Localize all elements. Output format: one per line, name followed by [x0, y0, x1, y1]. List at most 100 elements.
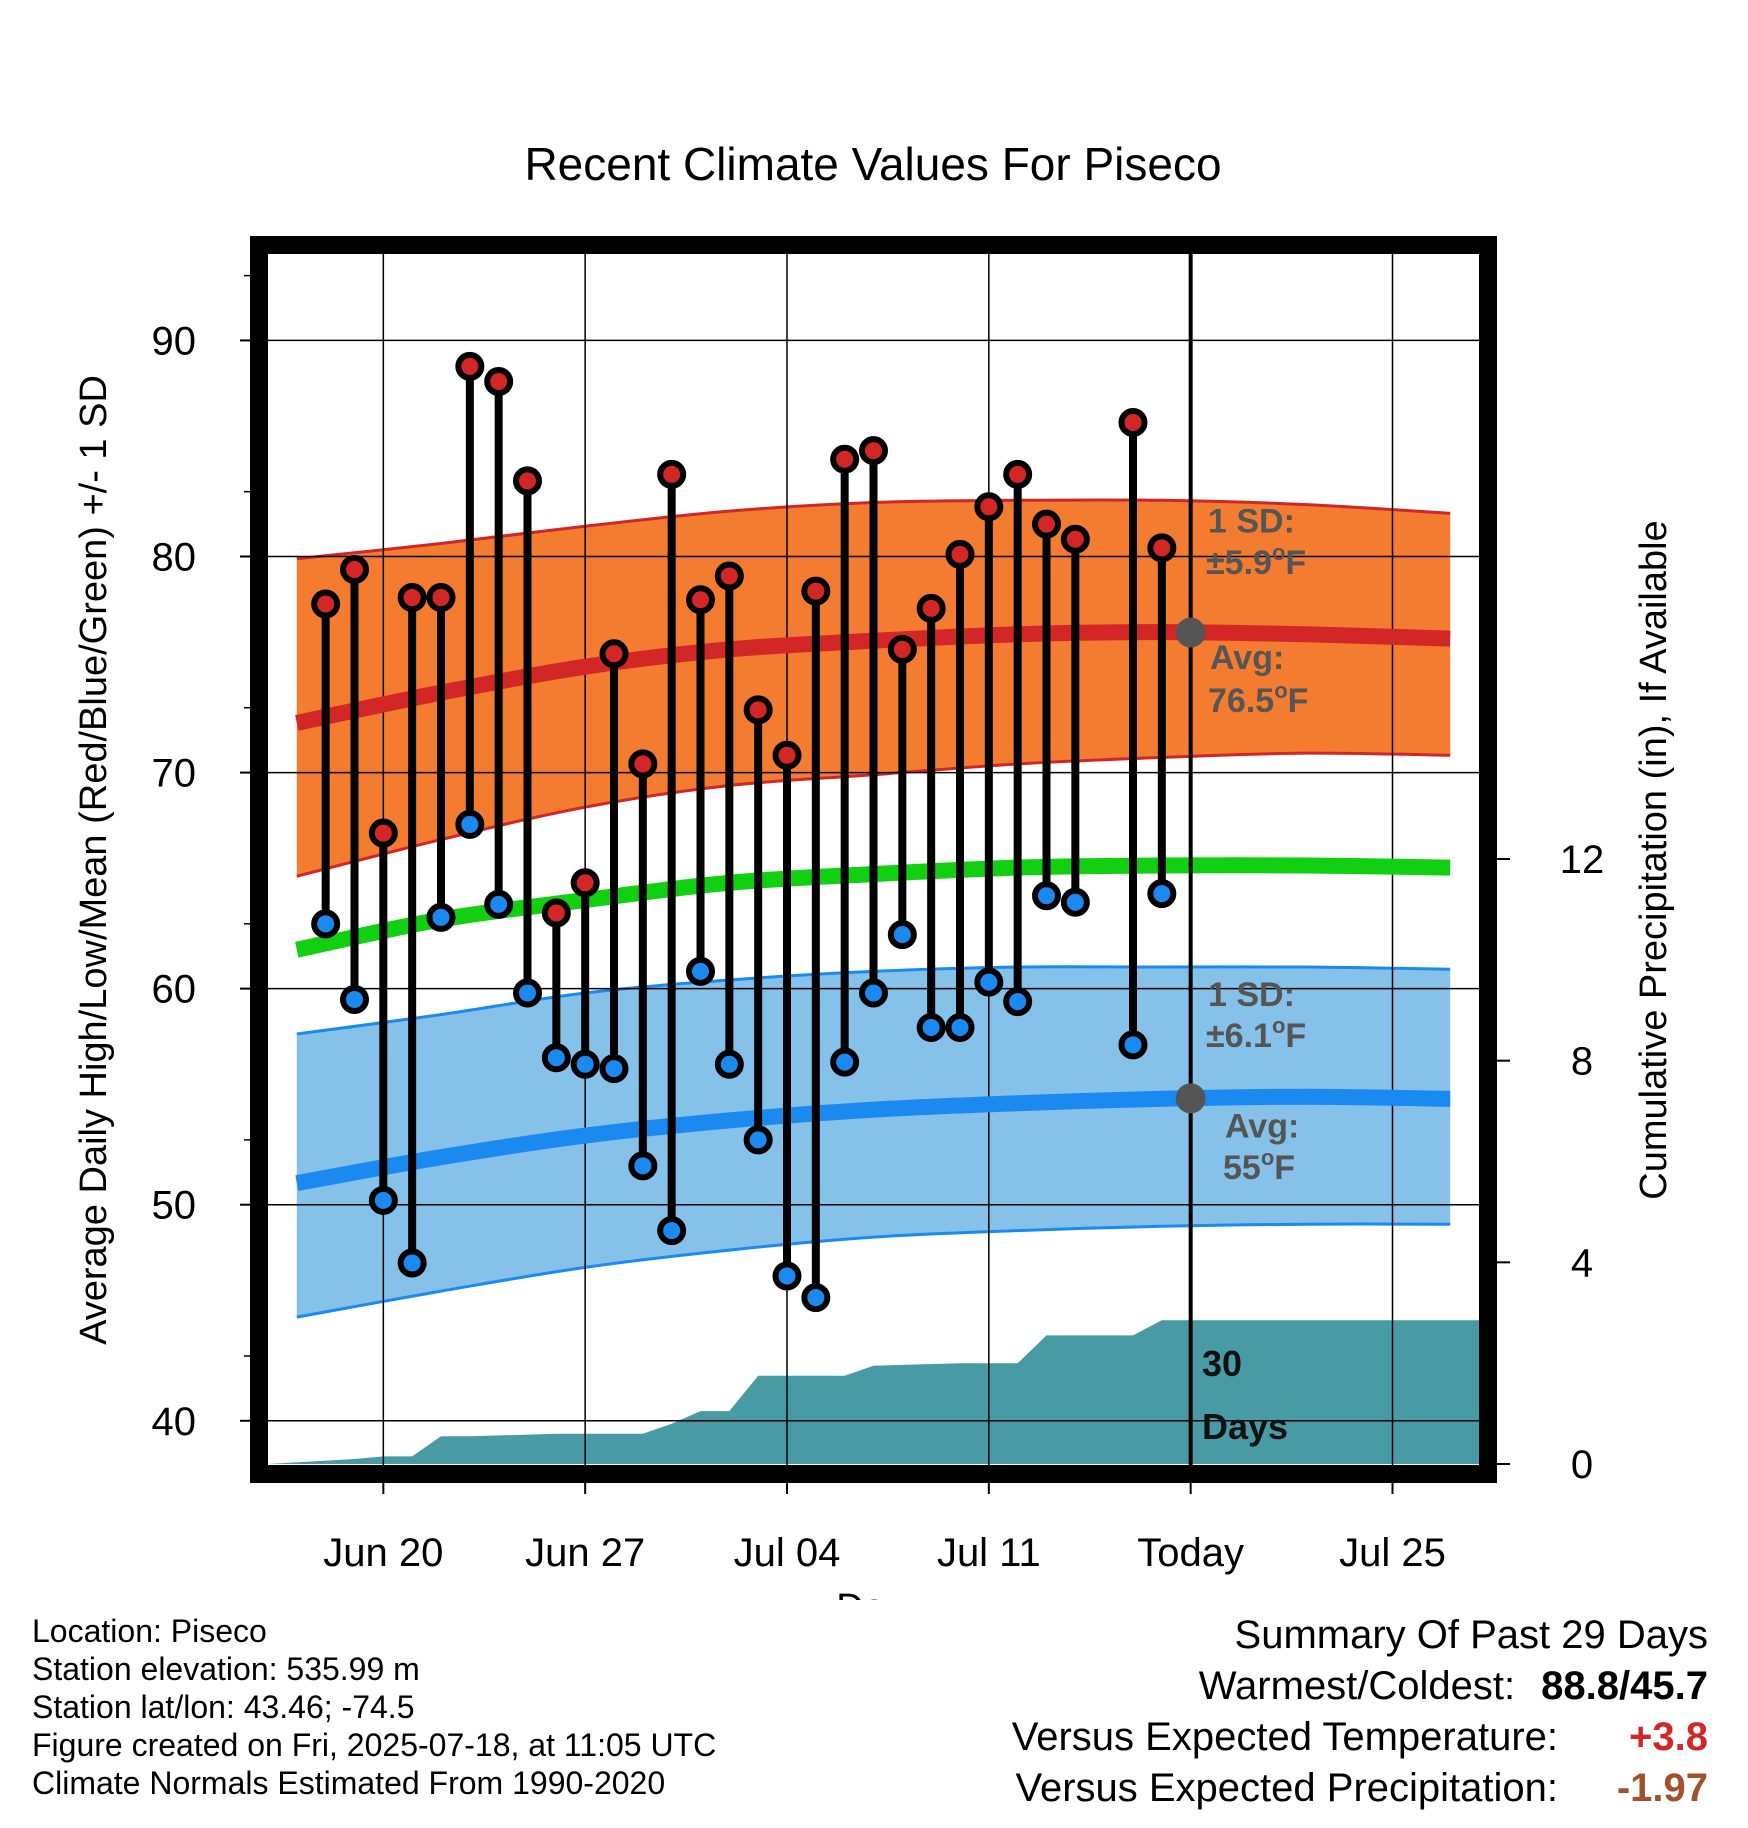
y-tick-label: 80 [152, 536, 197, 580]
warmest-coldest-label: Warmest/Coldest: [1198, 1664, 1516, 1708]
x-tick-label: Jul 11 [937, 1531, 1041, 1575]
observed-low-point [1003, 987, 1033, 1017]
observed-high-point [1032, 509, 1061, 539]
observed-high-point [426, 583, 456, 613]
y-tick-label: 70 [152, 752, 197, 796]
y-axis-label: Average Daily High/Low/Mean (Red/Blue/Gr… [73, 375, 115, 1345]
plot-frame [250, 236, 1497, 1483]
observed-high-point [945, 539, 975, 569]
high-sd-label: 1 SD: [1208, 503, 1295, 541]
observed-low-point [686, 956, 715, 986]
observed-low-point [1147, 879, 1177, 909]
observed-low-point [513, 978, 542, 1008]
low-avg-label: Avg: [1225, 1108, 1299, 1146]
warmest-coldest-separator: / [1619, 1664, 1631, 1708]
today-normal-high-marker [1175, 617, 1206, 648]
high-avg-label: Avg: [1210, 639, 1284, 677]
x-tick-label: Today [1137, 1531, 1244, 1575]
latlon-text: Station lat/lon: 43.46; -74.5 [32, 1689, 415, 1725]
observed-high-point [368, 818, 398, 848]
observed-high-point [340, 554, 369, 584]
location-text: Location: Piseco [32, 1613, 267, 1649]
observed-low-point [830, 1047, 860, 1077]
observed-high-point [714, 561, 744, 591]
observed-low-point [1032, 881, 1061, 911]
observed-high-point [570, 868, 600, 898]
observed-low-point [743, 1125, 773, 1155]
temp-departure-label: Versus Expected Temperature: [1011, 1715, 1558, 1759]
low-avg-value: 55oF [1223, 1145, 1295, 1187]
y-tick-label: 50 [152, 1184, 197, 1228]
observed-high-point [541, 898, 571, 928]
observed-high-point [513, 466, 542, 496]
y2-axis-label: Cumulative Precipitation (in), If Availa… [1633, 520, 1675, 1199]
observed-low-point [541, 1043, 571, 1073]
observed-low-point [599, 1054, 629, 1084]
observed-low-point [916, 1013, 946, 1043]
warmest-value: 88.8 [1541, 1664, 1620, 1708]
y2-tick-label: 0 [1571, 1443, 1593, 1487]
summary-panel: Summary Of Past 29 Days Warmest/Coldest:… [1012, 1610, 1708, 1814]
x-tick-label: Jun 27 [525, 1531, 645, 1575]
observed-low-point [426, 902, 456, 932]
summary-heading: Summary Of Past 29 Days [1234, 1613, 1708, 1657]
observed-high-point [397, 583, 427, 613]
high-sd-value: ±5.9oF [1206, 540, 1306, 582]
observed-low-point [455, 809, 485, 839]
observed-high-point [1060, 524, 1090, 554]
observed-low-point [397, 1248, 427, 1278]
observed-low-point [714, 1049, 744, 1079]
observed-high-point [628, 749, 658, 779]
observed-high-point [1003, 459, 1033, 489]
elevation-text: Station elevation: 535.99 m [32, 1651, 420, 1687]
climate-chart: Recent Climate Values For Piseco 1 SD:±5… [73, 138, 1675, 1600]
observed-low-point [657, 1216, 687, 1246]
temp-departure-row: Versus Expected Temperature: +3.8 [1012, 1712, 1708, 1763]
observed-low-point [974, 967, 1004, 997]
precip-departure-label: Versus Expected Precipitation: [1015, 1766, 1558, 1810]
observed-high-point [311, 589, 341, 619]
x-tick-label: Jul 25 [1339, 1531, 1446, 1575]
observed-low-point [340, 984, 369, 1014]
normals-text: Climate Normals Estimated From 1990-2020 [32, 1765, 666, 1801]
observed-high-point [859, 436, 888, 466]
observed-high-point [801, 576, 831, 606]
x-tick-label: Jul 04 [734, 1531, 841, 1575]
observed-low-point [311, 909, 341, 939]
low-sd-label: 1 SD: [1208, 976, 1295, 1014]
observed-high-point [1147, 533, 1177, 563]
days-word-label: Days [1202, 1406, 1288, 1447]
x-tick-label: Jun 20 [323, 1531, 443, 1575]
chart-title: Recent Climate Values For Piseco [524, 138, 1221, 190]
days-count-label: 30 [1202, 1343, 1242, 1384]
temp-departure-value: +3.8 [1629, 1715, 1708, 1759]
x-axis-label: Day [836, 1587, 904, 1600]
y-tick-label: 40 [152, 1400, 197, 1444]
station-info: Location: Piseco Station elevation: 535.… [32, 1612, 716, 1802]
y-tick-label: 60 [152, 968, 197, 1012]
observed-high-point [916, 593, 946, 623]
observed-low-point [484, 889, 514, 919]
y2-tick-label: 12 [1560, 838, 1605, 882]
precip-departure-row: Versus Expected Precipitation: -1.97 [1012, 1763, 1708, 1814]
observed-low-point [1060, 887, 1090, 917]
precip-area [268, 1320, 1479, 1464]
normal-low-line [295, 1088, 1451, 1191]
observed-high-point [599, 639, 629, 669]
observed-high-point [657, 459, 687, 489]
observed-low-point [628, 1151, 658, 1181]
observed-high-point [484, 366, 514, 396]
observed-high-point [974, 492, 1004, 522]
precip-departure-value: -1.97 [1616, 1766, 1708, 1810]
observed-high-point [1118, 408, 1148, 438]
warmest-coldest-row: Warmest/Coldest: 88.8/45.7 [1012, 1661, 1708, 1712]
low-sd-value: ±6.1oF [1206, 1013, 1306, 1055]
coldest-value: 45.7 [1630, 1664, 1708, 1708]
observed-high-point [686, 585, 715, 615]
observed-high-point [455, 351, 485, 381]
observed-low-point [772, 1261, 802, 1291]
today-normal-low-marker [1175, 1083, 1206, 1114]
observed-low-point [945, 1013, 975, 1043]
axes: 40 50 60 70 80 90 0 4 8 12 Jun 20 Jun 27 Jul 04 Jul 1… [152, 274, 1605, 1575]
